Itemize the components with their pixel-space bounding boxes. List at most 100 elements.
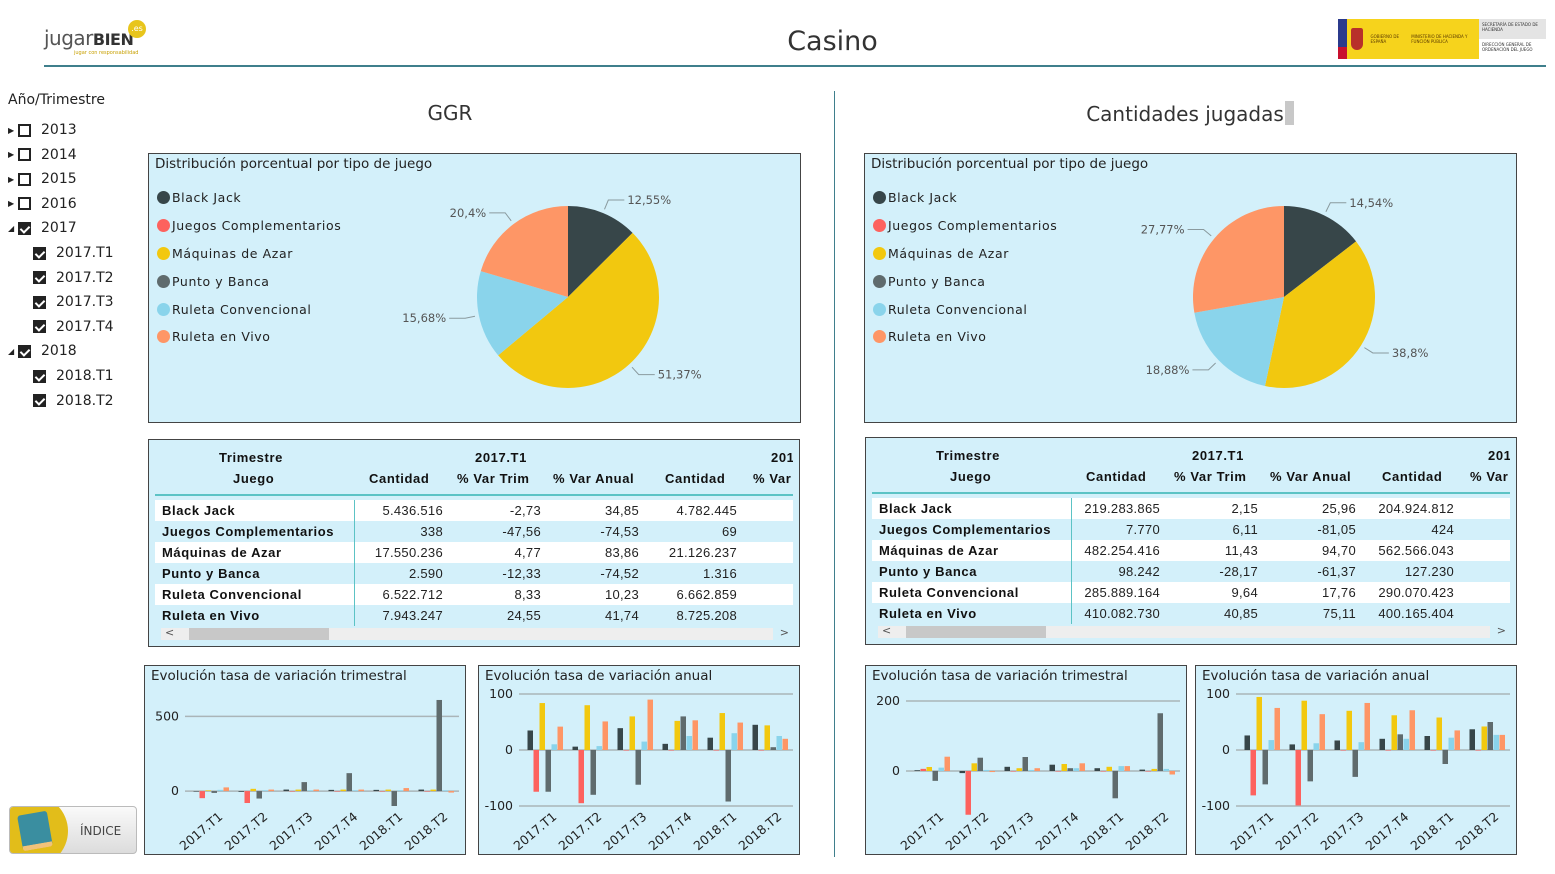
checkbox[interactable] <box>33 394 46 408</box>
bar[interactable] <box>731 733 738 750</box>
bar[interactable] <box>584 705 591 750</box>
pie-slice[interactable] <box>477 271 568 356</box>
bar[interactable] <box>707 737 714 750</box>
col-header[interactable]: % Var Anual <box>553 471 635 486</box>
bar[interactable] <box>373 789 380 792</box>
bar[interactable] <box>1319 714 1326 750</box>
bar[interactable] <box>1313 743 1320 750</box>
bar[interactable] <box>1163 768 1170 771</box>
bar[interactable] <box>1022 757 1029 771</box>
slicer-item-2017.T3[interactable]: 2017.T3 <box>33 292 114 312</box>
checkbox[interactable] <box>18 148 31 162</box>
table-row[interactable]: Ruleta en Vivo 7.943.247 24,55 41,74 8.725.2… <box>155 605 793 626</box>
bar[interactable] <box>205 790 212 792</box>
bar[interactable] <box>1481 726 1488 750</box>
bar[interactable] <box>238 791 245 792</box>
checkbox[interactable] <box>33 320 46 334</box>
legend-item[interactable]: Ruleta en Vivo <box>873 323 1057 351</box>
scrollbar-thumb[interactable] <box>906 626 1046 638</box>
bar[interactable] <box>1499 734 1506 750</box>
bar[interactable] <box>1397 734 1404 750</box>
bar[interactable] <box>1073 768 1080 771</box>
bar[interactable] <box>1256 696 1263 750</box>
bar[interactable] <box>418 789 425 792</box>
legend-item[interactable]: Juegos Complementarios <box>157 212 341 240</box>
bar[interactable] <box>602 721 609 750</box>
bar[interactable] <box>1346 710 1353 750</box>
pie-slice[interactable] <box>568 206 633 297</box>
bar[interactable] <box>1010 771 1017 772</box>
legend-item[interactable]: Juegos Complementarios <box>873 212 1057 240</box>
bar[interactable] <box>1268 740 1275 750</box>
col-header[interactable]: Cantidad <box>1382 469 1443 484</box>
bar[interactable] <box>256 791 263 799</box>
bar[interactable] <box>1061 764 1068 771</box>
bar[interactable] <box>328 789 335 792</box>
bar[interactable] <box>776 736 783 750</box>
bar[interactable] <box>1442 750 1449 764</box>
legend-item[interactable]: Ruleta Convencional <box>157 295 341 323</box>
bar[interactable] <box>397 790 404 792</box>
bar[interactable] <box>1403 738 1410 750</box>
bar[interactable] <box>1157 713 1164 771</box>
bar[interactable] <box>442 790 449 792</box>
bar[interactable] <box>1469 729 1476 750</box>
bar[interactable] <box>1295 750 1302 806</box>
bar[interactable] <box>680 716 687 750</box>
bar[interactable] <box>1274 707 1281 750</box>
pie-slice[interactable] <box>1193 206 1284 313</box>
bar[interactable] <box>782 738 789 750</box>
legend-item[interactable]: Máquinas de Azar <box>873 240 1057 268</box>
bar[interactable] <box>758 750 765 751</box>
bar[interactable] <box>668 750 675 751</box>
bar[interactable] <box>340 789 347 792</box>
bar[interactable] <box>983 769 990 771</box>
bar[interactable] <box>1340 750 1347 751</box>
slicer-item-2017[interactable]: ◢ 2017 <box>8 218 77 238</box>
bar[interactable] <box>944 756 951 771</box>
checkbox[interactable] <box>18 197 31 211</box>
bar[interactable] <box>617 728 624 750</box>
scrollbar-thumb[interactable] <box>189 628 329 640</box>
bar[interactable] <box>1487 722 1494 750</box>
table-row[interactable]: Punto y Banca 2.590 -12,33 -74,52 1.316 <box>155 563 793 584</box>
checkbox[interactable] <box>33 295 46 309</box>
col-header[interactable]: % Var Trim <box>1174 469 1247 484</box>
legend-item[interactable]: Black Jack <box>157 184 341 212</box>
bar[interactable] <box>1244 735 1251 750</box>
bar[interactable] <box>1448 737 1455 750</box>
scroll-right-icon[interactable]: > <box>1496 624 1506 637</box>
table-row[interactable]: Juegos Complementarios 338 -47,56 -74,53 69 <box>155 521 793 542</box>
bar[interactable] <box>719 713 726 750</box>
bar[interactable] <box>692 720 699 750</box>
bar[interactable] <box>289 791 296 792</box>
scroll-right-icon[interactable]: > <box>779 626 789 639</box>
bar[interactable] <box>250 788 257 792</box>
legend-item[interactable]: Black Jack <box>873 184 1057 212</box>
bar[interactable] <box>1358 742 1365 750</box>
slicer-item-2016[interactable]: ▶ 2016 <box>8 194 77 214</box>
bar[interactable] <box>578 750 585 804</box>
slicer-item-2018[interactable]: ◢ 2018 <box>8 341 77 361</box>
checkbox[interactable] <box>18 172 31 186</box>
collapse-arrow-icon[interactable]: ◢ <box>8 223 15 233</box>
slicer-item-2018.T1[interactable]: 2018.T1 <box>33 366 114 386</box>
bar[interactable] <box>989 771 996 773</box>
bar[interactable] <box>1430 750 1437 751</box>
bar[interactable] <box>379 791 386 792</box>
bar[interactable] <box>938 767 945 771</box>
bar[interactable] <box>430 789 437 792</box>
bar[interactable] <box>283 789 290 792</box>
bar[interactable] <box>1301 700 1308 750</box>
table-row[interactable]: Black Jack 219.283.865 2,15 25,96 204.924.81… <box>872 498 1510 519</box>
legend-item[interactable]: Punto y Banca <box>157 267 341 295</box>
bar[interactable] <box>533 750 540 792</box>
pie-slice[interactable] <box>498 232 659 388</box>
bar[interactable] <box>752 724 759 750</box>
table-row[interactable]: Máquinas de Azar 17.550.236 4,77 83,86 21.12… <box>155 542 793 563</box>
pie-slice[interactable] <box>1194 297 1284 386</box>
bar[interactable] <box>596 746 603 750</box>
index-button[interactable]: ÍNDICE <box>9 806 137 854</box>
bar[interactable] <box>1067 768 1074 771</box>
pie-slice[interactable] <box>480 206 568 297</box>
